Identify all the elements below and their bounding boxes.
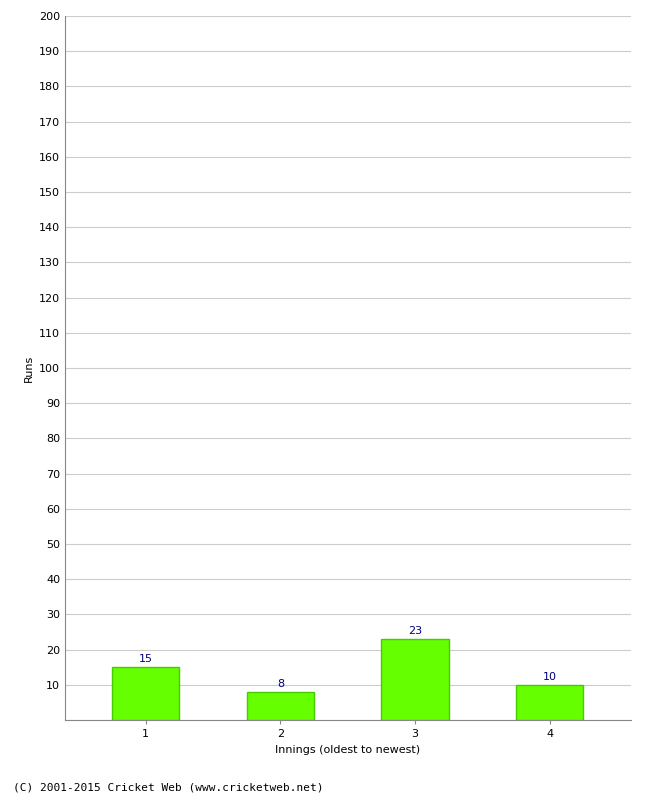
Text: 15: 15 — [139, 654, 153, 664]
Text: 10: 10 — [543, 672, 556, 682]
Text: 8: 8 — [277, 679, 284, 689]
X-axis label: Innings (oldest to newest): Innings (oldest to newest) — [275, 745, 421, 754]
Bar — [516, 685, 584, 720]
Bar — [112, 667, 179, 720]
Text: 23: 23 — [408, 626, 422, 636]
Bar — [247, 692, 314, 720]
Bar — [382, 639, 448, 720]
Text: (C) 2001-2015 Cricket Web (www.cricketweb.net): (C) 2001-2015 Cricket Web (www.cricketwe… — [13, 782, 324, 792]
Y-axis label: Runs: Runs — [23, 354, 33, 382]
